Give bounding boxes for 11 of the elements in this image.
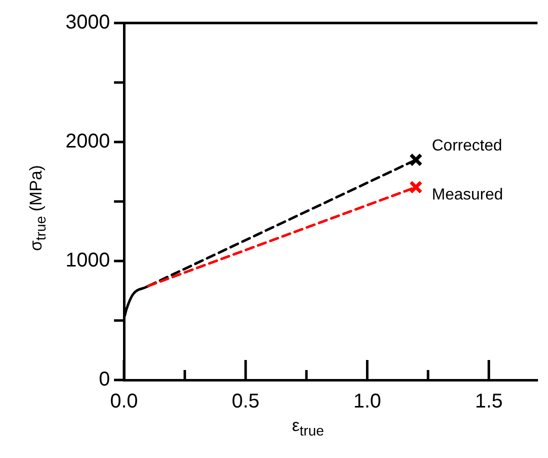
series-label: Corrected (432, 137, 502, 154)
x-tick-label: 0.0 (110, 390, 138, 413)
x-tick-label: 0.5 (232, 390, 260, 413)
x-tick-label: 1.0 (353, 390, 382, 413)
series-label: Measured (432, 186, 504, 204)
y-tick-label: 0 (98, 368, 110, 391)
x-tick-label: 1.5 (474, 390, 503, 413)
x-axis-title: ε$_{true}$ (292, 416, 324, 440)
y-tick-label: 1000 (66, 250, 110, 272)
y-tick-label: 2000 (66, 130, 110, 153)
y-tick-label: 3000 (66, 12, 110, 34)
